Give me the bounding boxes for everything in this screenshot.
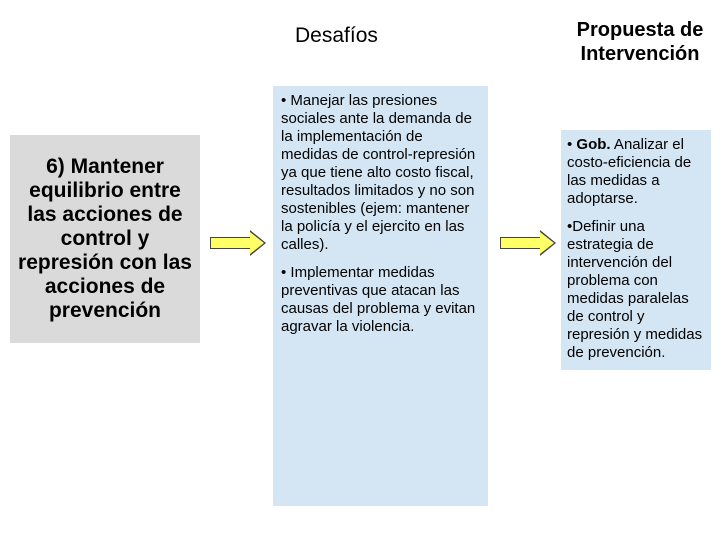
arrow-head-icon <box>540 230 556 256</box>
left-theme-box: 6) Mantener equilibrio entre las accione… <box>10 135 200 343</box>
desafios-bullet: • Implementar medidas preventivas que at… <box>281 264 480 336</box>
left-theme-text: 6) Mantener equilibrio entre las accione… <box>14 155 196 324</box>
propuesta-bullet: • Gob. Analizar el costo-eficiencia de l… <box>567 136 705 208</box>
arrow-left-to-mid <box>210 230 266 256</box>
arrow-shaft <box>500 237 540 249</box>
header-row: Desafíos Propuesta de Intervención <box>0 14 720 68</box>
propuesta-box: • Gob. Analizar el costo-eficiencia de l… <box>561 130 711 370</box>
arrow-mid-to-right <box>500 230 556 256</box>
desafios-box: • Manejar las presiones sociales ante la… <box>273 86 488 506</box>
arrow-head-icon <box>250 230 266 256</box>
propuesta-bullet: •Definir una estrategia de intervención … <box>567 218 705 362</box>
title-propuesta: Propuesta de Intervención <box>570 18 710 66</box>
arrow-shaft <box>210 237 250 249</box>
desafios-bullet: • Manejar las presiones sociales ante la… <box>281 92 480 254</box>
title-desafios: Desafíos <box>295 24 378 48</box>
